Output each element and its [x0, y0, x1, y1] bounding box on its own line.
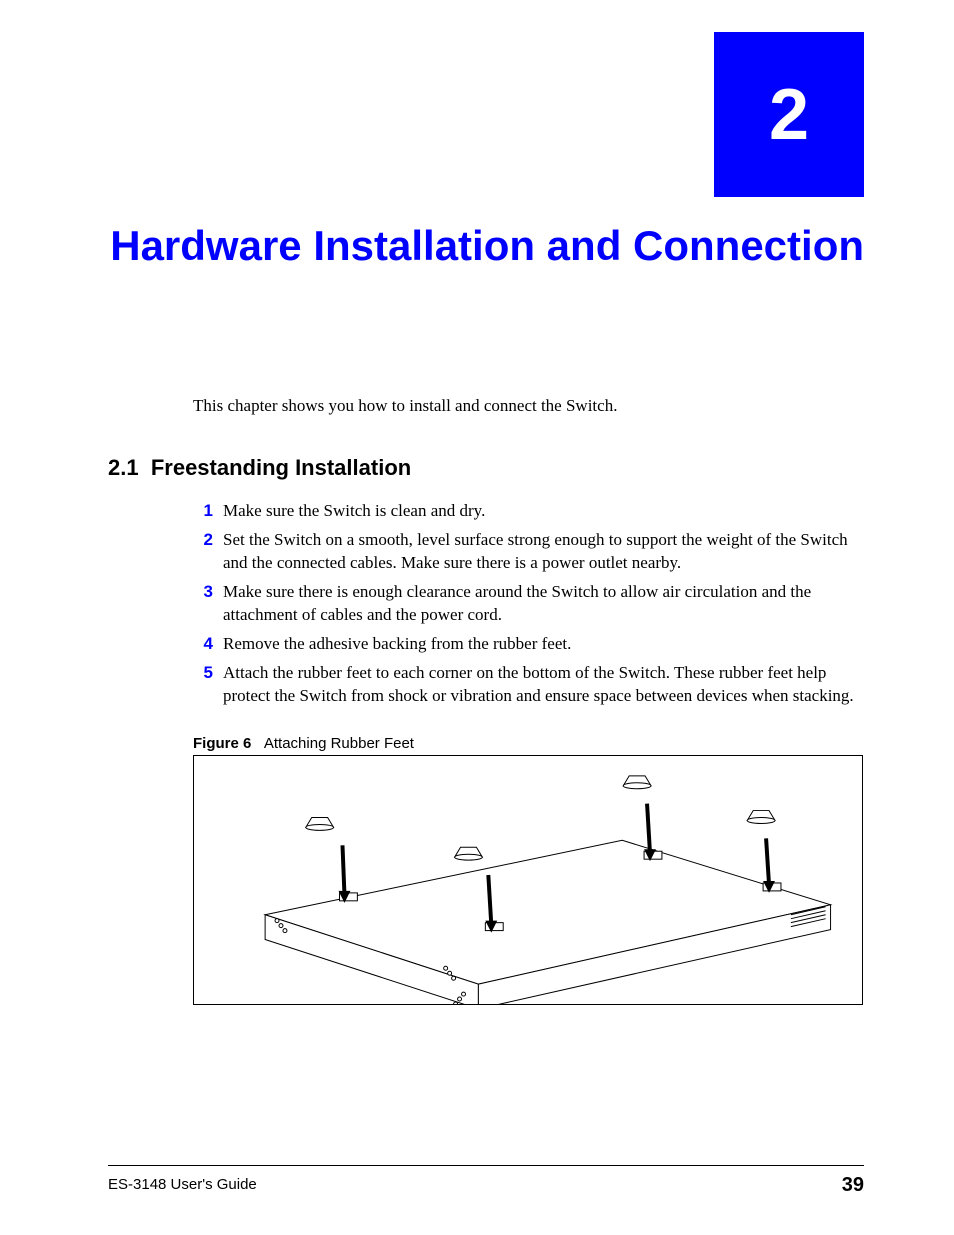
- step-text: Make sure there is enough clearance arou…: [223, 581, 863, 627]
- steps-list: 1 Make sure the Switch is clean and dry.…: [193, 500, 863, 714]
- step-text: Remove the adhesive backing from the rub…: [223, 633, 863, 656]
- section-heading: 2.1 Freestanding Installation: [108, 455, 411, 481]
- step-item: 3 Make sure there is enough clearance ar…: [193, 581, 863, 627]
- chapter-title: Hardware Installation and Connection: [94, 220, 864, 273]
- chapter-number-box: 2: [714, 32, 864, 197]
- step-text: Attach the rubber feet to each corner on…: [223, 662, 863, 708]
- step-item: 1 Make sure the Switch is clean and dry.: [193, 500, 863, 523]
- footer-guide-name: ES-3148 User's Guide: [108, 1176, 257, 1193]
- step-item: 4 Remove the adhesive backing from the r…: [193, 633, 863, 656]
- footer-rule: [108, 1165, 864, 1166]
- step-number: 1: [193, 500, 223, 523]
- step-number: 4: [193, 633, 223, 656]
- step-item: 5 Attach the rubber feet to each corner …: [193, 662, 863, 708]
- step-text: Make sure the Switch is clean and dry.: [223, 500, 863, 523]
- figure-label: Figure 6: [193, 735, 251, 752]
- rubber-feet-diagram: [194, 756, 862, 1004]
- figure-diagram: [193, 755, 863, 1005]
- figure-title: Attaching Rubber Feet: [264, 735, 414, 752]
- step-number: 2: [193, 529, 223, 575]
- footer-page-number: 39: [842, 1174, 864, 1197]
- section-number: 2.1: [108, 455, 139, 480]
- chapter-intro: This chapter shows you how to install an…: [193, 395, 863, 418]
- chapter-number: 2: [769, 74, 809, 156]
- step-number: 5: [193, 662, 223, 708]
- step-item: 2 Set the Switch on a smooth, level surf…: [193, 529, 863, 575]
- step-text: Set the Switch on a smooth, level surfac…: [223, 529, 863, 575]
- step-number: 3: [193, 581, 223, 627]
- section-title: Freestanding Installation: [151, 455, 411, 480]
- figure-caption: Figure 6 Attaching Rubber Feet: [193, 735, 414, 752]
